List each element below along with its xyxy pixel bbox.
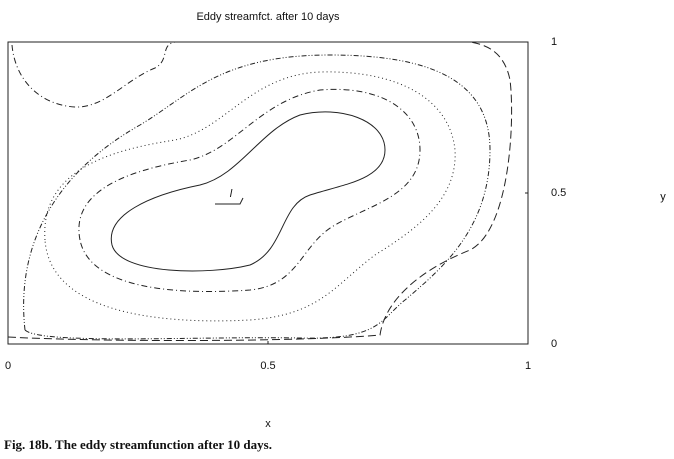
contour-dotted <box>44 71 456 322</box>
contour-dashdot <box>78 88 421 293</box>
x-axis-label: x <box>265 418 271 430</box>
x-tick-label: 1 <box>525 360 531 372</box>
y-tick-label: 0 <box>551 338 557 350</box>
y-tick-label: 0.5 <box>551 187 566 199</box>
y-axis-label: y <box>660 191 666 203</box>
x-tick-label: 0.5 <box>260 360 275 372</box>
annotation: l <box>230 188 233 200</box>
contour-corner <box>11 41 176 108</box>
contour-solid <box>110 111 386 272</box>
center-marker <box>215 197 244 205</box>
x-tick-label: 0 <box>5 360 11 372</box>
contour-dashed <box>7 41 513 342</box>
plot-frame <box>7 41 529 345</box>
y-tick-label: 1 <box>551 36 557 48</box>
contours <box>7 41 513 342</box>
caption: Fig. 18b. The eddy streamfunction after … <box>4 437 272 452</box>
chart-title: Eddy streamfct. after 10 days <box>196 11 340 23</box>
contour-dashdotdot <box>23 54 491 340</box>
